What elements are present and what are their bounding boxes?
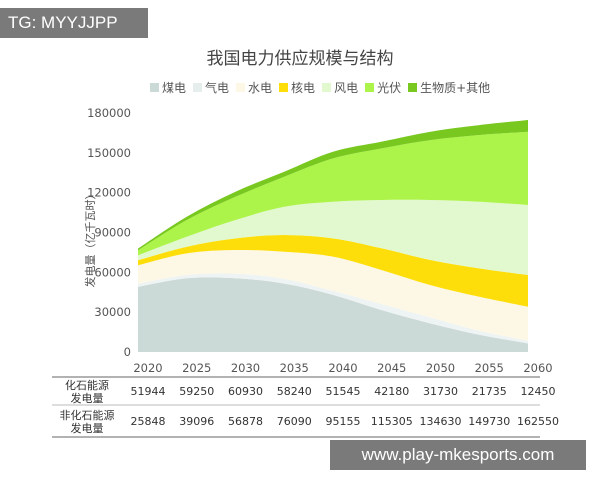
legend-item: 光伏 — [365, 79, 401, 96]
table-cell: 12450 — [521, 385, 556, 398]
legend-swatch — [365, 83, 375, 92]
table-cell: 59250 — [179, 385, 214, 398]
watermark-bottom: www.play-mkesports.com — [330, 440, 586, 470]
x-tick-label: 2030 — [231, 361, 260, 375]
x-tick-label: 2060 — [523, 361, 552, 375]
table-cell: 162550 — [517, 415, 559, 428]
table-cell: 25848 — [131, 415, 166, 428]
table-row-label: 发电量 — [71, 421, 104, 435]
x-tick-label: 2035 — [280, 361, 309, 375]
y-tick-label: 120000 — [87, 186, 131, 200]
x-tick-label: 2025 — [182, 361, 211, 375]
table-cell: 134630 — [420, 415, 462, 428]
table-cell: 51545 — [326, 385, 361, 398]
table-cell: 42180 — [374, 385, 409, 398]
legend-swatch — [322, 83, 332, 92]
legend-item: 风电 — [322, 79, 358, 96]
x-tick-label: 2055 — [475, 361, 504, 375]
legend-swatch — [236, 83, 246, 92]
y-tick-label: 30000 — [94, 305, 131, 319]
legend-label: 水电 — [248, 81, 273, 95]
x-tick-label: 2045 — [377, 361, 406, 375]
legend-label: 核电 — [291, 81, 316, 95]
table-cell: 51944 — [131, 385, 166, 398]
x-tick-label: 2050 — [426, 361, 455, 375]
table-row-label: 非化石能源 — [60, 408, 115, 422]
y-tick-label: 90000 — [94, 226, 131, 240]
y-tick-label: 180000 — [87, 106, 131, 120]
y-tick-label: 0 — [124, 345, 131, 359]
legend-item: 煤电 — [150, 79, 186, 96]
x-tick-label: 2040 — [328, 361, 357, 375]
table-cell: 115305 — [371, 415, 413, 428]
table-cell: 76090 — [277, 415, 312, 428]
legend-label: 风电 — [334, 81, 359, 95]
table-cell: 58240 — [277, 385, 312, 398]
area-series-3 — [138, 235, 528, 307]
legend-label: 生物质+其他 — [420, 81, 491, 95]
area-series-1 — [138, 273, 528, 344]
table-cell: 21735 — [472, 385, 507, 398]
legend-swatch — [279, 83, 289, 92]
table-cell: 39096 — [179, 415, 214, 428]
table-row-label: 发电量 — [71, 391, 104, 405]
legend-swatch — [193, 83, 203, 92]
legend-item: 核电 — [279, 79, 315, 96]
chart-title: 我国电力供应规模与结构 — [206, 49, 394, 69]
table-cell: 149730 — [468, 415, 510, 428]
watermark-top: TG: MYYJJPP — [0, 8, 148, 38]
legend-swatch — [150, 83, 159, 92]
table-cell: 95155 — [326, 415, 361, 428]
area-series-0 — [138, 277, 528, 352]
legend-swatch — [408, 83, 418, 92]
legend-item: 气电 — [193, 79, 229, 96]
y-tick-label: 60000 — [94, 265, 131, 279]
legend: 煤电 气电 水电 核电 风电 光伏 生物质+其他 — [150, 79, 490, 96]
area-series-5 — [138, 131, 528, 256]
legend-label: 气电 — [205, 81, 230, 95]
legend-item: 生物质+其他 — [408, 79, 490, 96]
area-series-6 — [138, 120, 528, 251]
table-row-label: 化石能源 — [65, 378, 109, 392]
area-series-4 — [138, 199, 528, 275]
legend-label: 光伏 — [377, 81, 402, 95]
legend-label: 煤电 — [162, 81, 187, 95]
legend-item: 水电 — [236, 79, 272, 96]
table-cell: 60930 — [228, 385, 263, 398]
table-cell: 31730 — [423, 385, 458, 398]
x-tick-label: 2020 — [133, 361, 162, 375]
y-tick-label: 150000 — [87, 146, 131, 160]
area-series-2 — [138, 249, 528, 341]
table-cell: 56878 — [228, 415, 263, 428]
